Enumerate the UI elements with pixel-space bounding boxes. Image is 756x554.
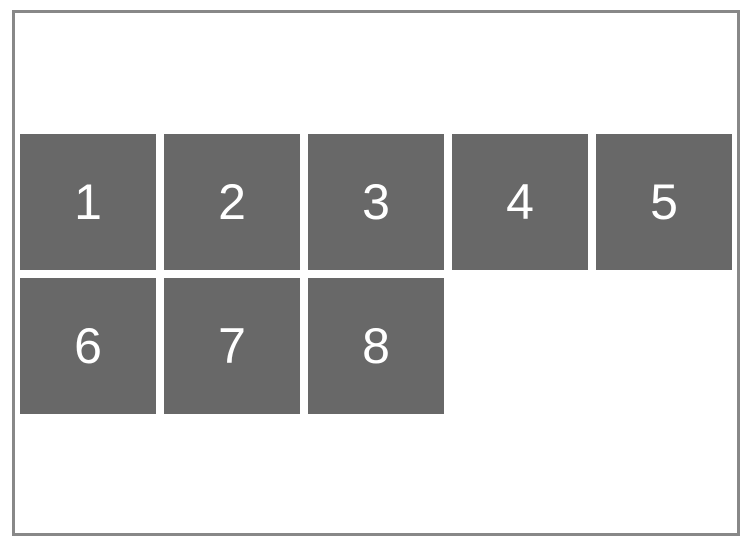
tile-1: 1 bbox=[20, 134, 156, 270]
tile-7: 7 bbox=[164, 278, 300, 414]
tile-4: 4 bbox=[452, 134, 588, 270]
tile-6: 6 bbox=[20, 278, 156, 414]
tile-8: 8 bbox=[308, 278, 444, 414]
tile-2: 2 bbox=[164, 134, 300, 270]
tile-3: 3 bbox=[308, 134, 444, 270]
tile-grid: 1 2 3 4 5 6 7 8 bbox=[20, 134, 732, 414]
flex-container-frame: 1 2 3 4 5 6 7 8 bbox=[12, 10, 740, 536]
tile-5: 5 bbox=[596, 134, 732, 270]
